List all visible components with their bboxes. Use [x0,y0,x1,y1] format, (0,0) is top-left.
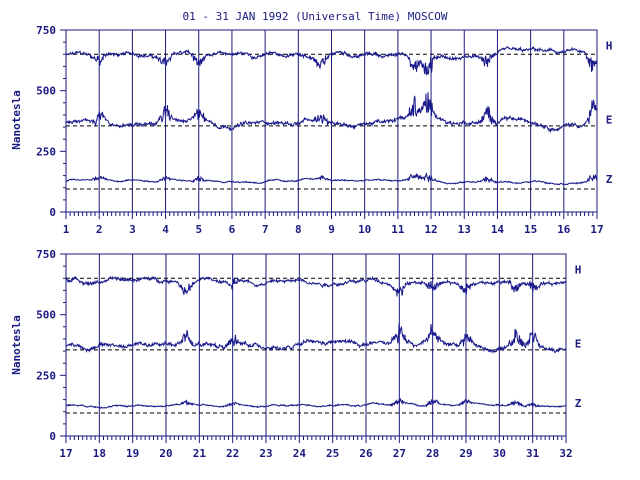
x-tick-label: 29 [459,447,472,460]
y-tick-label: 0 [49,430,56,443]
x-tick-label: 8 [295,223,302,236]
series-label-h: H [606,39,613,52]
x-tick-label: 21 [193,447,207,460]
panel-2: 17 18 19 20 21 22 23 24 25 26 27 28 29 30 31 32 0 250 500 7… [36,248,582,460]
series-z-line [65,397,567,409]
x-tick-label: 1 [63,223,70,236]
x-tick-label: 7 [262,223,269,236]
x-tick-label: 32 [559,447,572,460]
x-tick-label: 12 [424,223,437,236]
series-h-line [65,275,567,297]
x-tick-label: 10 [358,223,371,236]
x-tick-label: 30 [493,447,506,460]
series-label-e: E [575,338,582,351]
x-tick-label: 13 [458,223,471,236]
x-tick-label: 17 [590,223,603,236]
y-tick-label: 750 [36,24,56,37]
series-label-e: E [606,114,613,127]
x-tick-label: 22 [226,447,239,460]
x-tick-label: 9 [328,223,335,236]
y-tick-label: 250 [36,369,56,382]
x-tick-label: 25 [326,447,339,460]
x-tick-label: 3 [129,223,136,236]
y-axis-label-bottom: Nanotesla [10,315,23,375]
x-tick-label: 23 [259,447,272,460]
x-tick-label: 5 [195,223,202,236]
x-tick-label: 28 [426,447,439,460]
y-tick-label: 750 [36,248,56,261]
x-tick-label: 31 [526,447,540,460]
x-tick-label: 6 [229,223,236,236]
x-tick-label: 2 [96,223,103,236]
y-tick-label: 500 [36,309,56,322]
y-axis-label-top: Nanotesla [10,90,23,150]
x-tick-label: 24 [293,447,307,460]
x-tick-label: 20 [159,447,172,460]
y-tick-label: 0 [49,206,56,219]
plot-frame [65,253,567,437]
x-tick-label: 16 [557,223,571,236]
series-label-h: H [575,263,582,276]
x-tick-label: 18 [93,447,106,460]
series-e-line [65,92,598,134]
x-tick-label: 15 [524,223,537,236]
x-tick-label: 11 [391,223,405,236]
series-label-z: Z [575,397,582,410]
x-tick-label: 4 [162,223,169,236]
series-label-z: Z [606,173,613,186]
chart-title: 01 - 31 JAN 1992 (Universal Time) MOSCOW [183,10,448,23]
y-tick-label: 500 [36,85,56,98]
series-e-line [65,323,566,354]
x-tick-label: 17 [59,447,72,460]
x-tick-label: 14 [491,223,505,236]
series-z-line [65,172,598,186]
x-tick-label: 26 [359,447,373,460]
y-tick-label: 250 [36,145,56,158]
x-tick-label: 19 [126,447,139,460]
x-tick-label: 27 [393,447,406,460]
series-h-line [65,45,598,76]
